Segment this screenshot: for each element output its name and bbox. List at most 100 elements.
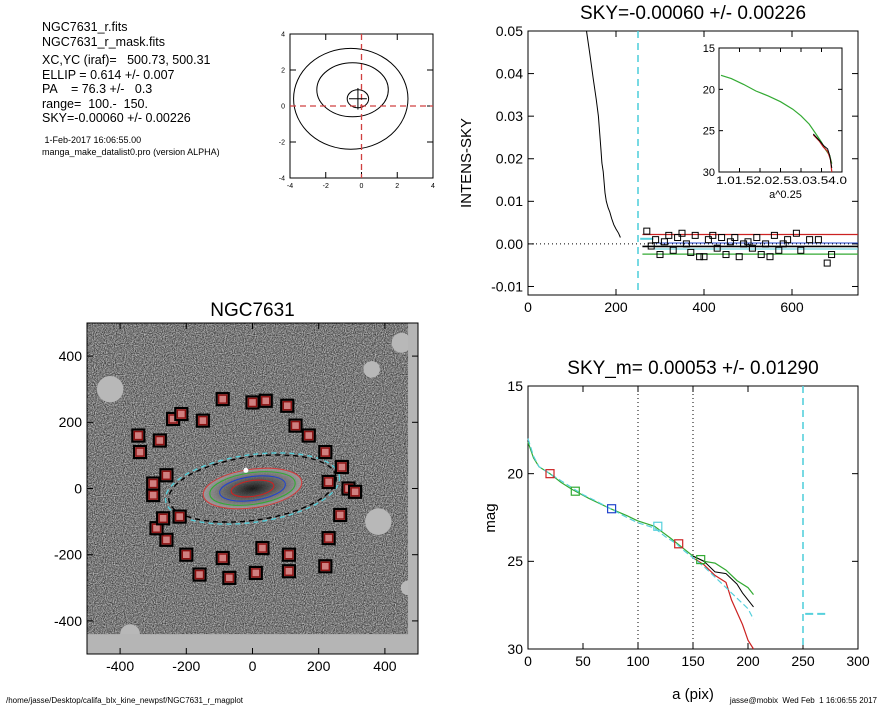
sky-ytick-label: 0.03 bbox=[496, 108, 523, 124]
footer-path: /home/jasse/Desktop/califa_blx_kine_newp… bbox=[6, 696, 244, 705]
mag-ytick-label: 15 bbox=[507, 378, 523, 394]
masked-star-box bbox=[156, 511, 171, 526]
mag-ylabel: mag bbox=[482, 503, 499, 532]
sky-data-point bbox=[678, 229, 686, 237]
masked-star-inner bbox=[218, 553, 228, 563]
sky-value: SKY=-0.00060 +/- 0.00226 bbox=[42, 111, 191, 125]
masked-star-inner bbox=[282, 401, 292, 411]
masked-star-box bbox=[245, 395, 260, 410]
image-xtick-label: 400 bbox=[373, 658, 397, 674]
sky-data-point bbox=[762, 240, 770, 248]
image-ytick-label: -400 bbox=[54, 613, 82, 629]
sky-ytick-label: 0.04 bbox=[496, 65, 523, 81]
masked-star-box bbox=[222, 570, 237, 585]
masked-star-inner bbox=[337, 462, 347, 472]
mag-green-line bbox=[527, 441, 754, 595]
isophote-ellipse bbox=[209, 471, 296, 506]
mag-frame bbox=[527, 385, 859, 650]
masked-star-inner bbox=[290, 420, 301, 431]
masked-star-box bbox=[321, 474, 336, 489]
inset-ytick-label: 15 bbox=[703, 43, 715, 55]
centroid-xtick-label: -2 bbox=[323, 183, 329, 190]
sky-data-point bbox=[748, 244, 756, 252]
sky-profile-line bbox=[586, 30, 621, 238]
image-ytick-label: 0 bbox=[74, 480, 82, 496]
mag-marker bbox=[606, 504, 617, 514]
masked-star-box bbox=[288, 418, 303, 433]
masked-star-inner bbox=[174, 511, 185, 522]
sky-data-point bbox=[753, 234, 761, 242]
sky-data-point bbox=[665, 231, 673, 239]
masked-star-box bbox=[321, 531, 336, 546]
mag-xlabel: a (pix) bbox=[672, 686, 714, 703]
file-name: NGC7631_r.fits bbox=[42, 20, 128, 34]
masked-star-inner bbox=[161, 470, 172, 480]
image-ytick-label: -200 bbox=[54, 547, 82, 563]
footer-stamp: jasse@mobix Wed Feb 1 16:06:55 2017 bbox=[729, 696, 877, 705]
centroid-xtick-label: -4 bbox=[287, 183, 293, 190]
masked-star-box bbox=[152, 433, 167, 448]
mag-cyan-line bbox=[527, 438, 755, 620]
ellipticity: ELLIP = 0.614 +/- 0.007 bbox=[42, 67, 175, 82]
sky-frame bbox=[527, 30, 859, 296]
mag-black-line bbox=[692, 555, 754, 608]
masked-star-inner bbox=[323, 533, 334, 543]
mag-xtick-label: 300 bbox=[846, 653, 870, 669]
center-coords: XC,YC (iraf)= 500.73, 500.31 bbox=[42, 53, 211, 67]
star-point bbox=[243, 467, 249, 473]
fit-range: range= 100.- 150. bbox=[42, 96, 148, 111]
sky-data-point bbox=[660, 238, 668, 246]
isophote-ellipse bbox=[164, 452, 341, 525]
masked-star-inner bbox=[320, 561, 331, 571]
inset-black-line bbox=[812, 133, 833, 168]
isophote-ellipse bbox=[230, 479, 275, 498]
position-angle: PA = 76.3 +/- 0.3 bbox=[42, 82, 153, 96]
isophote-ellipse bbox=[219, 475, 286, 502]
sky-data-point bbox=[823, 259, 831, 267]
masked-star-inner bbox=[148, 478, 158, 489]
masked-strip bbox=[87, 634, 418, 654]
masked-star-inner bbox=[194, 569, 205, 580]
centroid-ytick-label: -2 bbox=[279, 139, 285, 146]
image-layer bbox=[87, 323, 418, 654]
sky-data-point bbox=[740, 240, 748, 248]
masked-star-inner bbox=[224, 573, 235, 583]
image-ytick-label: 400 bbox=[59, 348, 83, 364]
masked-star-inner bbox=[247, 397, 258, 408]
image-xtick-label: 0 bbox=[249, 658, 257, 674]
sky-data-point bbox=[735, 253, 743, 261]
mag-xtick-label: 150 bbox=[681, 653, 705, 669]
mag-xtick-label: 250 bbox=[791, 653, 815, 669]
centroid-contour bbox=[316, 62, 389, 118]
masked-star-box bbox=[333, 507, 348, 523]
inset-ytick-label: 30 bbox=[703, 167, 715, 179]
masked-star-inner bbox=[148, 490, 158, 500]
sky-data-point bbox=[806, 236, 814, 244]
masked-star-box bbox=[318, 559, 333, 574]
sky-data-point bbox=[656, 251, 664, 259]
masked-star-inner bbox=[257, 543, 268, 553]
masked-star-box bbox=[258, 393, 273, 408]
sky-data-point bbox=[709, 231, 717, 239]
centroid-contour bbox=[293, 47, 409, 150]
sky-data-point bbox=[828, 251, 836, 259]
masked-star-box bbox=[255, 540, 270, 556]
masked-region bbox=[391, 332, 412, 353]
sky-data-point bbox=[779, 240, 787, 248]
image-xtick-label: -400 bbox=[106, 658, 134, 674]
image-ytick-label: 200 bbox=[59, 414, 83, 430]
masked-star-inner bbox=[155, 435, 165, 446]
header-info: NGC7631_r.fits NGC7631_r_mask.fits XC,YC… bbox=[42, 20, 220, 158]
masked-star-inner bbox=[320, 447, 331, 457]
masked-star-box bbox=[132, 444, 148, 460]
sky-ytick-label: -0.01 bbox=[491, 278, 523, 294]
sky-data-point bbox=[652, 236, 660, 244]
sky-ytick-label: 0.01 bbox=[496, 193, 523, 209]
sky-data-point bbox=[682, 240, 690, 248]
mag-xtick-label: 200 bbox=[736, 653, 760, 669]
inset-ytick-label: 20 bbox=[703, 84, 715, 96]
inset-frame bbox=[718, 47, 843, 173]
masked-star-box bbox=[174, 406, 189, 422]
mag-ytick-label: 25 bbox=[507, 553, 523, 569]
sky-data-point bbox=[744, 238, 752, 246]
